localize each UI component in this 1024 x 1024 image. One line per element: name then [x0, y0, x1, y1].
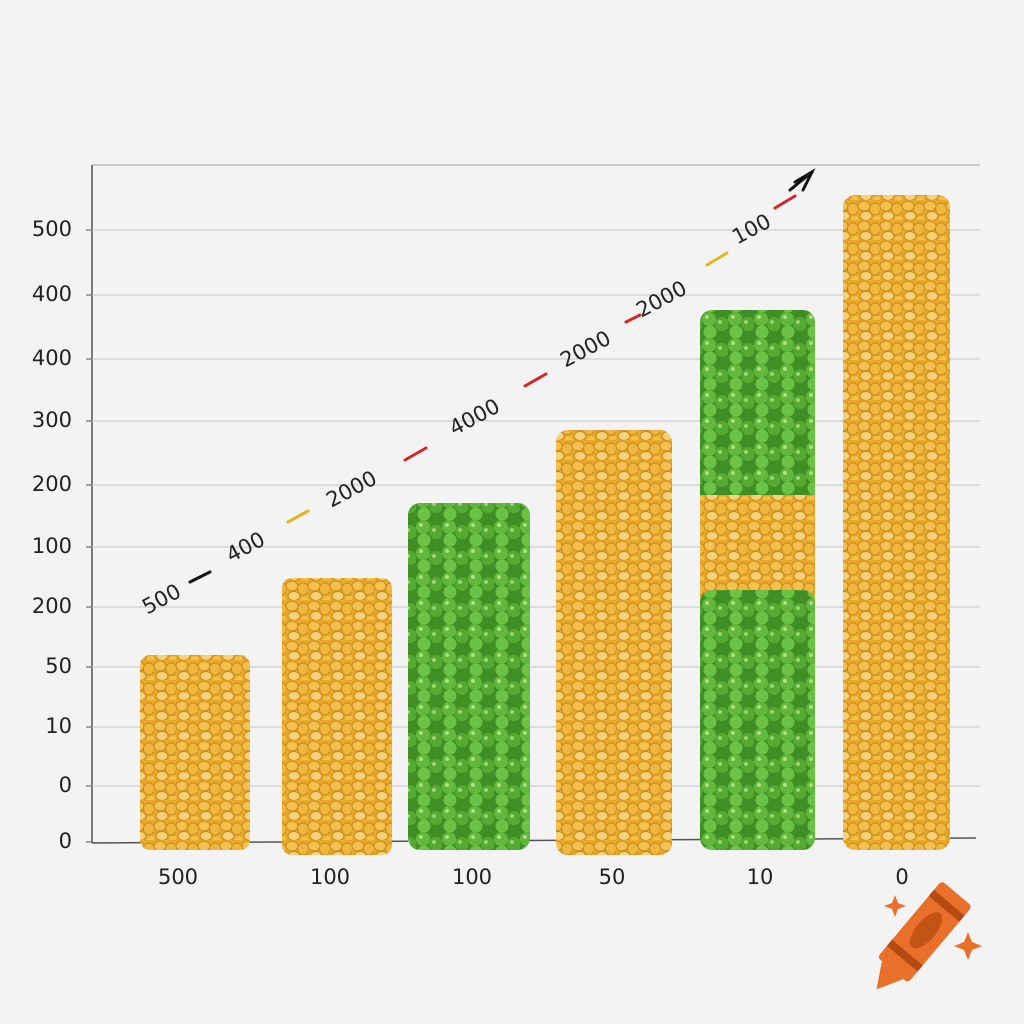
y-axis-label: 10 — [45, 714, 72, 738]
x-axis-label: 10 — [747, 865, 774, 889]
y-axis-label: 400 — [32, 282, 72, 306]
y-axis-label: 400 — [32, 346, 72, 370]
crayon-logo — [876, 882, 971, 990]
pea-bar — [700, 310, 815, 525]
y-axis-label: 100 — [32, 534, 72, 558]
corn-bar — [556, 430, 672, 855]
bars — [140, 195, 950, 855]
y-axis-label: 200 — [32, 472, 72, 496]
x-axis-label: 500 — [158, 865, 198, 889]
x-axis-label: 100 — [452, 865, 492, 889]
trend-label: 100 — [728, 209, 775, 249]
sparkle — [884, 895, 906, 917]
y-axis-label: 500 — [32, 217, 72, 241]
trend-label: 2000 — [556, 326, 614, 372]
x-axis-label: 0 — [895, 865, 908, 889]
trend-label: 400 — [222, 527, 269, 567]
pea-bar — [408, 503, 530, 850]
corn-bar — [282, 578, 392, 855]
y-axis-label: 50 — [45, 654, 72, 678]
x-axis-label: 100 — [310, 865, 350, 889]
trend-label: 2000 — [632, 276, 690, 322]
y-axis-label: 0 — [59, 829, 72, 853]
y-axis-label: 0 — [59, 773, 72, 797]
x-axis-label: 50 — [599, 865, 626, 889]
corn-bar — [843, 195, 950, 850]
trend-label: 2000 — [322, 466, 380, 512]
trend-label: 4000 — [445, 394, 503, 440]
trend-label: 500 — [138, 579, 185, 619]
trend-dashes — [188, 168, 816, 584]
y-axis-label: 200 — [32, 594, 72, 618]
y-axis-label: 300 — [32, 408, 72, 432]
corn-bar — [140, 655, 250, 850]
pea-bar — [700, 590, 815, 850]
grid — [86, 229, 980, 843]
sparkle — [954, 932, 982, 960]
